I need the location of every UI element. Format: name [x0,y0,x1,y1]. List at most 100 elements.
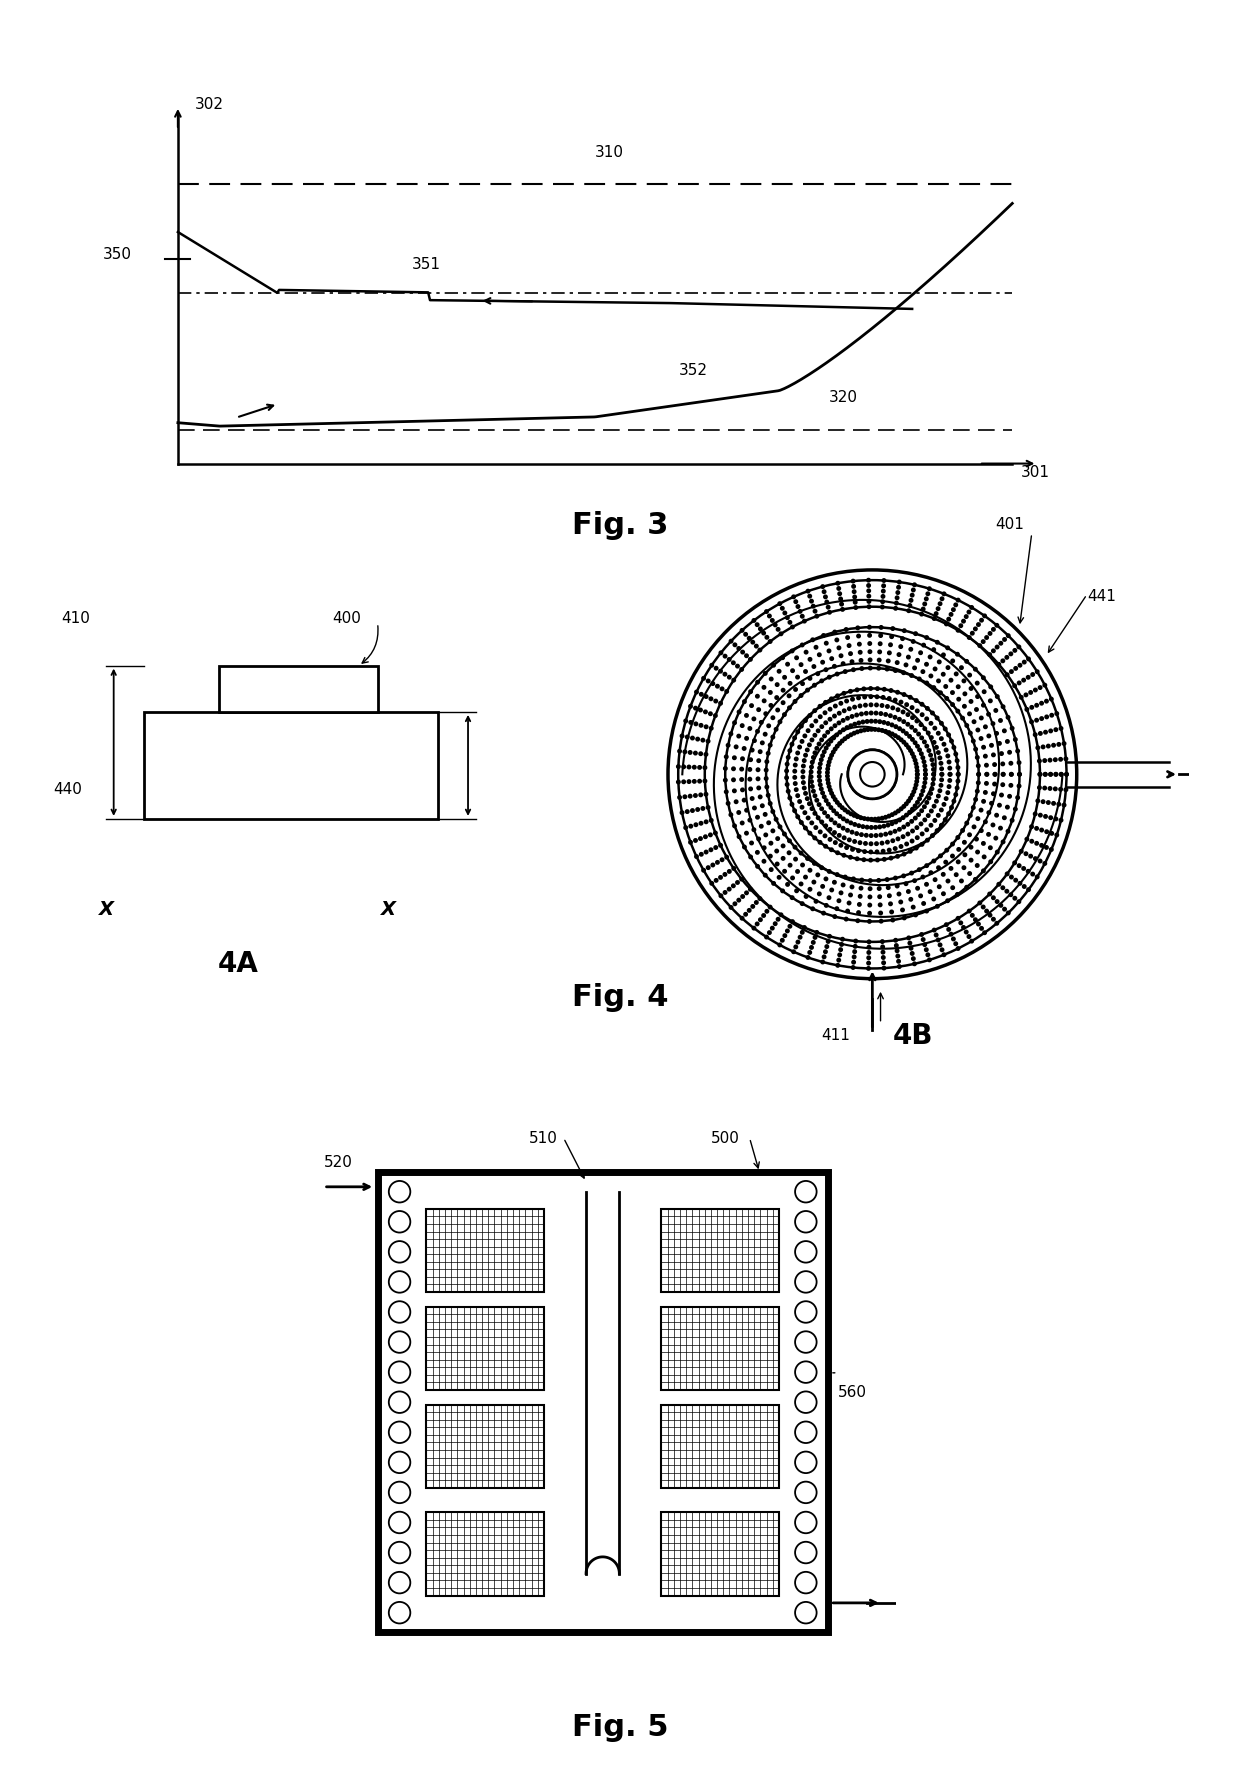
Circle shape [926,730,931,735]
Circle shape [688,703,693,708]
Circle shape [776,627,780,632]
Circle shape [878,833,883,837]
Circle shape [1064,773,1069,776]
Circle shape [748,726,753,732]
Circle shape [701,737,706,742]
Circle shape [1059,817,1064,822]
Circle shape [727,886,732,892]
Circle shape [817,703,822,708]
Circle shape [945,753,950,758]
Circle shape [787,682,792,685]
Circle shape [820,678,825,684]
Circle shape [893,668,898,673]
Circle shape [884,666,889,671]
Circle shape [887,730,892,735]
Circle shape [893,829,898,833]
Circle shape [837,822,842,828]
Circle shape [911,789,916,794]
Circle shape [900,815,905,821]
Circle shape [799,851,804,856]
Circle shape [914,765,919,769]
Circle shape [924,863,929,869]
Circle shape [827,760,832,764]
Circle shape [937,942,942,947]
Circle shape [848,732,853,737]
Circle shape [923,773,928,776]
Circle shape [848,854,853,860]
Circle shape [801,769,806,774]
Circle shape [1049,696,1054,701]
Circle shape [925,707,930,710]
Circle shape [921,607,925,612]
Circle shape [931,897,936,901]
Circle shape [882,967,887,970]
Circle shape [936,607,941,611]
Circle shape [851,959,856,965]
Circle shape [893,938,898,943]
Circle shape [748,657,753,662]
Circle shape [961,865,966,870]
Circle shape [920,669,925,675]
Circle shape [854,712,859,717]
Circle shape [812,794,817,797]
Circle shape [718,844,723,847]
Circle shape [823,721,828,724]
Circle shape [769,703,774,708]
Circle shape [787,924,792,929]
Circle shape [856,634,861,639]
Circle shape [782,869,787,874]
Circle shape [861,824,866,829]
Circle shape [825,943,830,949]
Circle shape [932,819,937,822]
Circle shape [826,767,830,771]
Circle shape [949,612,954,618]
Circle shape [932,878,937,883]
Circle shape [1038,732,1043,735]
Circle shape [835,851,839,854]
Circle shape [857,721,862,726]
Circle shape [389,1271,410,1292]
Circle shape [924,908,929,913]
Circle shape [873,817,878,822]
Circle shape [940,773,945,776]
Circle shape [904,732,909,735]
Circle shape [782,933,787,938]
Circle shape [880,589,885,593]
Circle shape [915,659,920,662]
Circle shape [977,901,982,906]
Circle shape [773,922,777,926]
Bar [661,1513,779,1595]
Text: X: X [382,901,397,918]
Circle shape [975,849,980,854]
Circle shape [687,780,692,783]
Circle shape [693,721,698,726]
Circle shape [929,870,934,876]
Circle shape [805,796,810,801]
Circle shape [823,641,828,646]
Circle shape [915,708,920,714]
Circle shape [835,872,839,878]
Circle shape [801,764,806,769]
Circle shape [701,806,706,812]
Circle shape [956,765,960,771]
Circle shape [677,749,682,753]
Circle shape [959,879,963,883]
Circle shape [950,885,955,890]
Circle shape [848,821,853,826]
Circle shape [758,794,763,799]
Circle shape [913,758,918,762]
Circle shape [841,826,846,831]
Circle shape [970,938,975,943]
Circle shape [904,842,909,847]
Circle shape [866,817,870,822]
Circle shape [764,833,769,837]
Circle shape [923,773,928,776]
Circle shape [877,878,882,883]
Circle shape [844,828,849,833]
Circle shape [800,682,805,685]
Circle shape [811,789,816,794]
Circle shape [1038,685,1043,691]
Circle shape [915,835,920,840]
Circle shape [991,648,996,653]
Circle shape [703,724,708,730]
